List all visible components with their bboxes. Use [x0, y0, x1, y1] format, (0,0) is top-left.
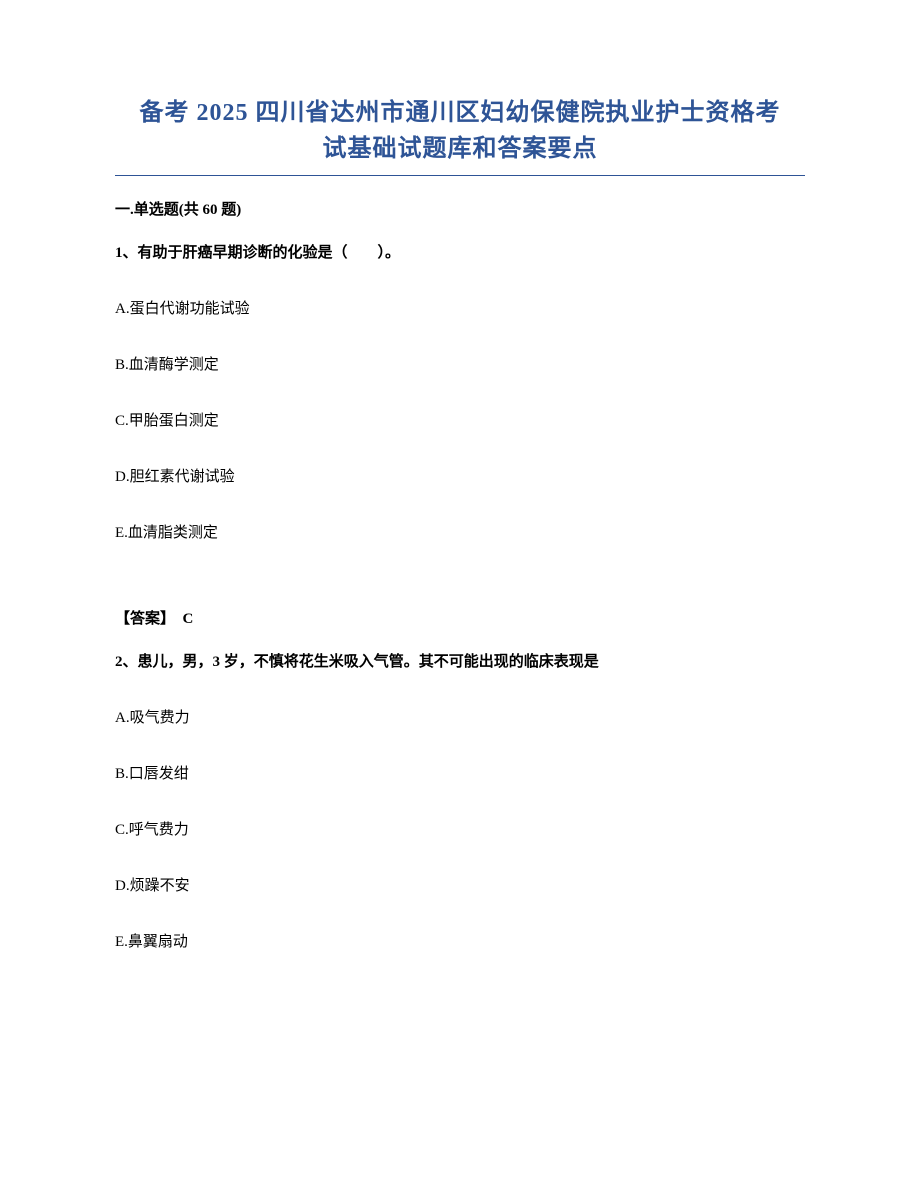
title-line-1: 备考 2025 四川省达州市通川区妇幼保健院执业护士资格考 — [115, 95, 805, 131]
title-line-2: 试基础试题库和答案要点 — [115, 131, 805, 167]
question-1-answer: 【答案】 C — [115, 607, 805, 628]
question-1: 1、有助于肝癌早期诊断的化验是（ ）。 — [115, 241, 805, 265]
question-2: 2、患儿，男，3 岁，不慎将花生米吸入气管。其不可能出现的临床表现是 — [115, 650, 805, 674]
question-1-option-e: E.血清脂类测定 — [115, 521, 805, 545]
question-2-text: 患儿，男，3 岁，不慎将花生米吸入气管。其不可能出现的临床表现是 — [138, 654, 599, 670]
question-2-option-d: D.烦躁不安 — [115, 874, 805, 898]
question-1-number: 1、 — [115, 245, 138, 261]
answer-value: C — [183, 611, 194, 627]
question-2-option-a: A.吸气费力 — [115, 706, 805, 730]
question-1-option-b: B.血清酶学测定 — [115, 353, 805, 377]
question-2-option-c: C.呼气费力 — [115, 818, 805, 842]
answer-label: 【答案】 — [115, 611, 175, 627]
question-1-option-d: D.胆红素代谢试验 — [115, 465, 805, 489]
question-2-number: 2、 — [115, 654, 138, 670]
question-1-text: 有助于肝癌早期诊断的化验是（ ）。 — [138, 245, 401, 261]
question-2-option-e: E.鼻翼扇动 — [115, 930, 805, 954]
document-title-container: 备考 2025 四川省达州市通川区妇幼保健院执业护士资格考 试基础试题库和答案要… — [115, 95, 805, 167]
question-1-option-a: A.蛋白代谢功能试验 — [115, 297, 805, 321]
question-2-option-b: B.口唇发绀 — [115, 762, 805, 786]
question-1-option-c: C.甲胎蛋白测定 — [115, 409, 805, 433]
title-underline — [115, 175, 805, 176]
section-header: 一.单选题(共 60 题) — [115, 198, 805, 219]
